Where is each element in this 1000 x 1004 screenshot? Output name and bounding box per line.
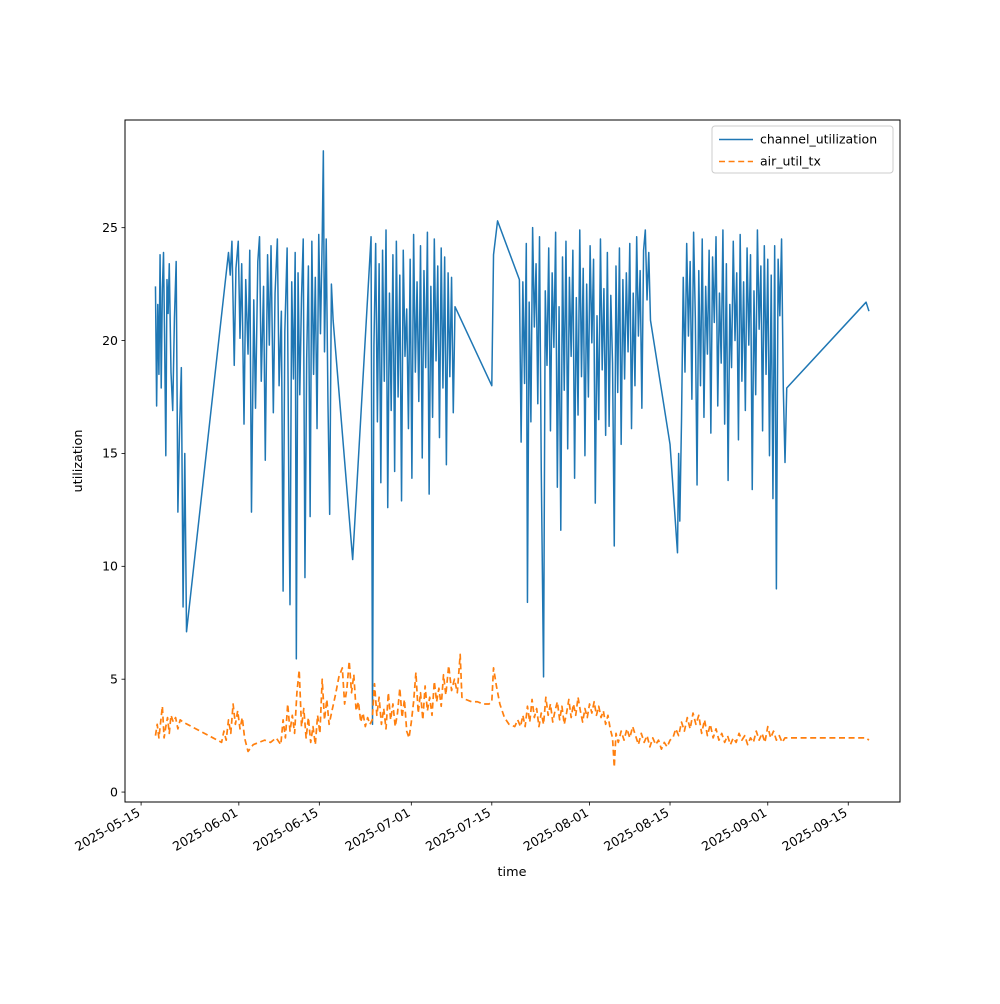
plot-area bbox=[124, 119, 901, 803]
y-tick-label: 15 bbox=[102, 446, 118, 461]
x-tick-label: 2025-09-15 bbox=[779, 805, 849, 854]
series-layer bbox=[154, 150, 870, 769]
y-axis-label: utilization bbox=[71, 430, 86, 493]
legend-box bbox=[711, 125, 894, 174]
x-tick-label: 2025-07-15 bbox=[423, 805, 493, 854]
y-tick-label: 20 bbox=[102, 333, 118, 348]
x-tick-label: 2025-07-01 bbox=[342, 805, 412, 854]
legend-label-channel-utilization: channel_utilization bbox=[760, 132, 877, 147]
x-tick-label: 2025-06-01 bbox=[170, 805, 240, 854]
series-line-channel_utilization bbox=[154, 150, 870, 726]
x-tick-label: 2025-09-01 bbox=[699, 805, 769, 854]
legend: channel_utilization air_util_tx bbox=[711, 125, 894, 174]
y-tick-label: 5 bbox=[110, 671, 118, 686]
y-tick-label: 25 bbox=[102, 220, 118, 235]
x-axis-label: time bbox=[498, 865, 527, 880]
x-tick-label: 2025-08-15 bbox=[601, 805, 671, 854]
x-tick-label: 2025-06-15 bbox=[250, 805, 320, 854]
y-tick-label: 10 bbox=[102, 559, 118, 574]
y-tick-label: 0 bbox=[110, 784, 118, 799]
series-line-air_util_tx bbox=[154, 653, 870, 769]
x-tick-label: 2025-08-01 bbox=[521, 805, 591, 854]
legend-label-air-util-tx: air_util_tx bbox=[760, 154, 821, 169]
x-tick-label: 2025-05-15 bbox=[72, 805, 142, 854]
